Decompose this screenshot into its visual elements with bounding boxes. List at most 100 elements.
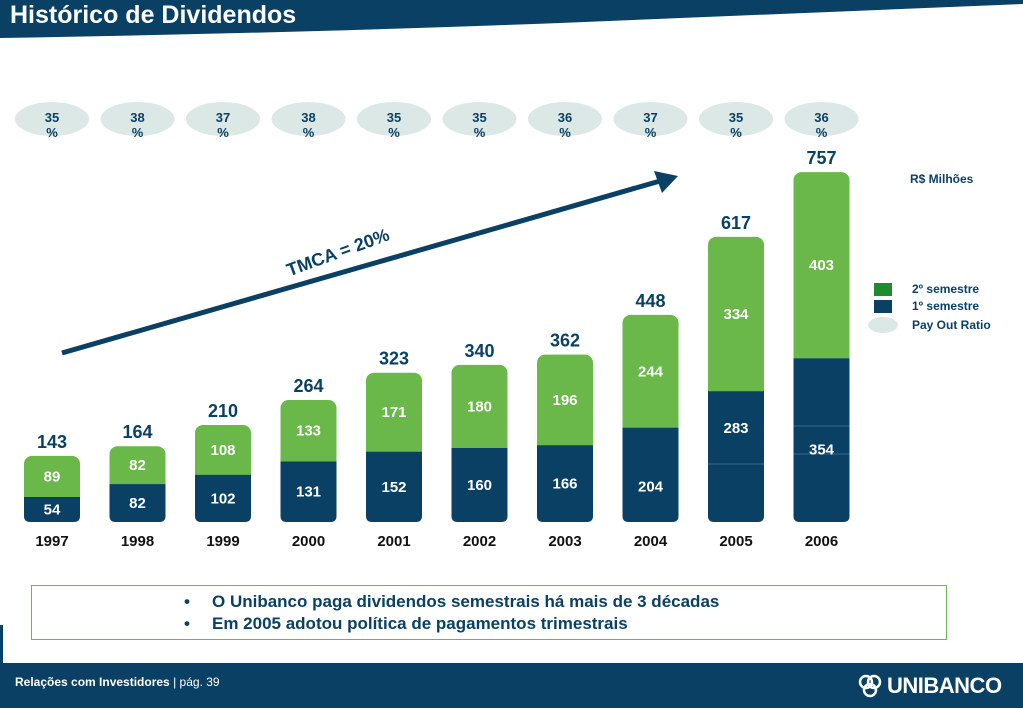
- data-label-second-semester: 244: [638, 363, 664, 380]
- bar-first-semester: [109, 484, 166, 522]
- data-label-total: 617: [721, 213, 751, 233]
- payout-ratio-unit: %: [559, 125, 571, 140]
- data-label-second-semester: 180: [467, 398, 492, 415]
- page-title: Histórico de Dividendos: [10, 1, 297, 29]
- footer-section: Relações com Investidores: [15, 675, 170, 689]
- footer-page: pág. 39: [179, 675, 220, 689]
- legend-item-1st-semester: 1º semestre: [868, 298, 1018, 316]
- bullet-icon: •: [184, 592, 190, 611]
- data-label-second-semester: 171: [381, 404, 406, 421]
- bar-first-semester: [280, 461, 337, 522]
- payout-ratio-value: 35: [729, 110, 743, 125]
- footer-text: Relações com Investidores | pág. 39: [15, 675, 220, 689]
- bar-first-semester: [451, 448, 508, 522]
- payout-ratio-value: 38: [130, 110, 144, 125]
- data-label-total: 164: [122, 422, 152, 442]
- data-label-second-semester: 89: [44, 468, 61, 485]
- payout-ratio-unit: %: [645, 125, 657, 140]
- payout-ratio-value: 35: [45, 110, 59, 125]
- chart-legend: R$ Milhões 2º semestre 1º semestre Pay O…: [868, 172, 1018, 337]
- data-label-total: 448: [635, 291, 665, 311]
- data-label-first-semester: 354: [809, 441, 835, 458]
- bar-first-semester: [195, 474, 251, 522]
- bar-first-semester: [366, 451, 422, 522]
- data-label-second-semester: 403: [809, 257, 834, 274]
- data-label-first-semester: 166: [552, 476, 577, 493]
- payout-ratio-oval: [100, 102, 175, 136]
- data-label-total: 340: [464, 341, 494, 361]
- data-label-second-semester: 196: [552, 392, 577, 409]
- payout-ratio-unit: %: [730, 125, 742, 140]
- payout-ratio-oval: [15, 102, 89, 136]
- payout-ratio-value: 35: [387, 110, 401, 125]
- bar-first-semester: [793, 358, 850, 522]
- x-tick-label: 2000: [292, 533, 325, 550]
- x-tick-label: 2001: [377, 533, 410, 550]
- legend-item-payout-ratio: Pay Out Ratio: [868, 317, 1018, 335]
- x-tick-label: 2005: [719, 533, 752, 550]
- payout-ratio-oval: [528, 102, 602, 136]
- note-text-2: Em 2005 adotou política de pagamentos tr…: [212, 614, 628, 633]
- data-label-total: 264: [293, 376, 323, 396]
- footer-separator: |: [173, 675, 177, 689]
- data-label-first-semester: 152: [381, 479, 406, 496]
- data-label-first-semester: 54: [44, 502, 61, 519]
- x-tick-label: 2006: [805, 533, 838, 550]
- x-tick-label: 2002: [463, 533, 496, 550]
- brand-logo: UNIBANCO: [857, 673, 1017, 699]
- unit-label: R$ Milhões: [910, 172, 974, 186]
- x-tick-label: 1999: [206, 533, 239, 550]
- payout-ratio-unit: %: [46, 125, 58, 140]
- data-label-first-semester: 204: [638, 479, 664, 496]
- left-edge-accent: [0, 625, 3, 663]
- brand-name: UNIBANCO: [887, 673, 1002, 698]
- payout-ratio-value: 37: [643, 110, 657, 125]
- x-tick-label: 1998: [121, 533, 154, 550]
- x-tick-label: 2004: [634, 533, 668, 550]
- bar-first-semester: [24, 497, 80, 522]
- legend-label-2nd-semester: 2º semestre: [912, 282, 980, 296]
- bar-first-semester: [622, 427, 679, 522]
- data-label-first-semester: 283: [723, 420, 748, 437]
- data-label-second-semester: 108: [210, 442, 235, 459]
- payout-ratio-oval: [271, 102, 346, 136]
- payout-ratio-oval: [442, 102, 517, 136]
- payout-ratio-value: 37: [216, 110, 230, 125]
- payout-ratio-value: 38: [301, 110, 315, 125]
- footer-bar: Relações com Investidores | pág. 39 UNIB…: [0, 663, 1023, 708]
- payout-ratio-unit: %: [388, 125, 400, 140]
- note-text-1: O Unibanco paga dividendos semestrais há…: [212, 592, 720, 611]
- legend-swatch-green: [874, 283, 892, 296]
- legend-label-1st-semester: 1º semestre: [912, 299, 980, 313]
- payout-ratio-value: 35: [472, 110, 486, 125]
- bullet-icon: •: [184, 614, 190, 633]
- data-label-first-semester: 102: [210, 490, 235, 507]
- payout-ratio-oval: [186, 102, 260, 136]
- legend-item-2nd-semester: 2º semestre: [868, 281, 1018, 299]
- payout-ratio-unit: %: [132, 125, 144, 140]
- data-label-second-semester: 82: [129, 457, 146, 474]
- legend-swatch-navy: [874, 300, 892, 313]
- trend-arrow-line: [61, 178, 661, 356]
- payout-ratio-value: 36: [558, 110, 572, 125]
- legend-label-payout-ratio: Pay Out Ratio: [912, 318, 991, 332]
- x-tick-label: 1997: [35, 533, 68, 550]
- data-label-first-semester: 131: [296, 484, 321, 501]
- payout-ratio-value: 36: [814, 110, 828, 125]
- data-label-first-semester: 82: [129, 495, 146, 512]
- legend-swatch-oval: [868, 317, 898, 333]
- header-background: [0, 0, 1023, 38]
- payout-ratio-unit: %: [816, 125, 828, 140]
- bar-first-semester: [537, 445, 593, 522]
- data-label-total: 323: [379, 349, 409, 369]
- data-label-total: 362: [550, 331, 580, 351]
- payout-ratio-unit: %: [217, 125, 229, 140]
- payout-ratio-oval: [357, 102, 431, 136]
- payout-ratio-oval: [613, 102, 688, 136]
- data-label-total: 210: [208, 401, 238, 421]
- trend-arrow-head: [654, 171, 678, 193]
- data-label-total: 757: [806, 148, 836, 168]
- bar-first-semester: [708, 391, 764, 522]
- payout-ratio-unit: %: [474, 125, 486, 140]
